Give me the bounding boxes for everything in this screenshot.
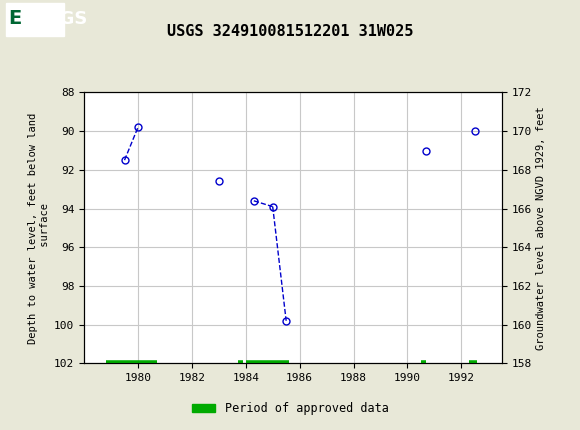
- Text: USGS: USGS: [32, 9, 87, 28]
- Y-axis label: Groundwater level above NGVD 1929, feet: Groundwater level above NGVD 1929, feet: [536, 106, 546, 350]
- Text: E: E: [9, 9, 22, 28]
- Text: USGS 324910081512201 31W025: USGS 324910081512201 31W025: [167, 24, 413, 39]
- Legend: Period of approved data: Period of approved data: [187, 397, 393, 420]
- Bar: [6, 3, 64, 36]
- Y-axis label: Depth to water level, feet below land
 surface: Depth to water level, feet below land su…: [28, 112, 50, 344]
